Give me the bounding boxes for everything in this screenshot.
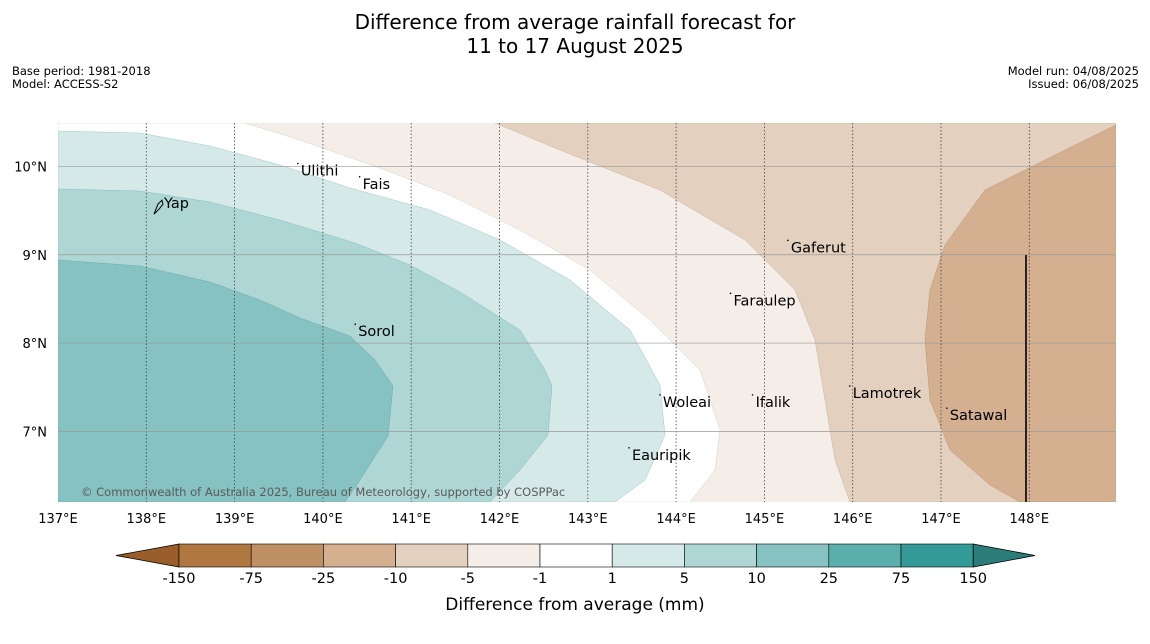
issued-text: Issued: 06/08/2025 (1028, 77, 1139, 91)
meta-left: Base period: 1981-2018 Model: ACCESS-S2 (12, 65, 151, 91)
colorbar-label: -1 (533, 571, 547, 587)
place-eauripik: Eauripik (628, 447, 691, 464)
island-dot-icon (946, 407, 948, 409)
place-gaferut: Gaferut (787, 239, 846, 256)
region-minus25-minus10 (924, 124, 1116, 502)
colorbar-label: -25 (312, 571, 336, 587)
place-label: Woleai (663, 395, 711, 411)
island-dot-icon (729, 292, 732, 295)
place-fais: Fais (358, 175, 390, 193)
place-faraulep: Faraulep (729, 292, 796, 309)
place-labels: Ulithi Fais Yap Gaferut Faraulep Sorol Lamotre… (153, 162, 1007, 464)
colorbar-label: -150 (163, 571, 196, 587)
lon-tick-label: 137°E (38, 512, 78, 527)
colorbar-extend-high (972, 543, 1036, 568)
colorbar-segment (611, 543, 685, 568)
island-dot-icon (628, 447, 630, 449)
lon-tick-label: 139°E (215, 512, 255, 527)
island-dot-icon (751, 394, 754, 396)
lon-tick-label: 148°E (1010, 512, 1050, 527)
island-dot-icon (297, 162, 299, 165)
island-dot-icon (659, 394, 661, 396)
place-label: Ifalik (756, 395, 791, 411)
colorbar-extend-low (115, 543, 180, 568)
lon-tick-label: 144°E (656, 512, 696, 527)
place-label: Gaferut (791, 240, 846, 256)
base-period-text: Base period: 1981-2018 (12, 64, 151, 78)
longitude-tick-labels: 137°E 138°E 139°E 140°E 141°E 142°E 143°E 144°E… (38, 512, 1049, 527)
colorbar-label: -10 (384, 571, 408, 587)
island-dot-icon (787, 239, 789, 242)
copyright-text: © Commonwealth of Australia 2025, Bureau… (81, 485, 565, 499)
colorbar-segment (828, 543, 902, 568)
colorbar-segment (539, 543, 613, 568)
meta-right: Model run: 04/08/2025 Issued: 06/08/2025 (1008, 65, 1139, 91)
place-sorol: Sorol (354, 323, 395, 340)
lon-tick-label: 138°E (127, 512, 167, 527)
place-ulithi: Ulithi (297, 162, 339, 180)
place-satawal: Satawal (946, 407, 1007, 424)
lon-tick-label: 140°E (303, 512, 343, 527)
map-gridlines (58, 123, 1116, 502)
place-label: Sorol (358, 324, 395, 340)
colorbar-label: 75 (892, 571, 910, 587)
place-label: Eauripik (632, 448, 691, 464)
place-label: Satawal (950, 408, 1007, 424)
island-outline-icon (153, 199, 164, 215)
colorbar-label: 1 (608, 571, 617, 587)
lat-tick-label: 9°N (23, 249, 48, 264)
lon-tick-label: 145°E (745, 512, 785, 527)
lon-tick-label: 146°E (833, 512, 873, 527)
rainfall-regions: © Commonwealth of Australia 2025, Bureau… (58, 123, 1116, 502)
colorbar: -150 -75 -25 -10 -5 -1 1 5 10 25 75 150 (115, 543, 1036, 587)
colorbar-segment (178, 543, 252, 568)
region-10-25 (58, 259, 394, 502)
chart-title: Difference from average rainfall forecas… (0, 10, 1150, 58)
colorbar-segment (250, 543, 324, 568)
place-lamotrek: Lamotrek (848, 385, 922, 402)
island-dot-icon (848, 385, 851, 387)
lat-tick-label: 10°N (14, 160, 47, 175)
colorbar-segment (323, 543, 396, 568)
colorbar-segment (395, 543, 469, 568)
colorbar-label: -75 (239, 571, 263, 587)
colorbar-segment (756, 543, 830, 568)
title-line-1: Difference from average rainfall forecas… (354, 10, 796, 34)
place-yap: Yap (153, 196, 189, 215)
place-label: Yap (163, 196, 189, 212)
lat-tick-label: 8°N (23, 337, 48, 352)
place-label: Faraulep (733, 293, 795, 309)
colorbar-label: 25 (820, 571, 838, 587)
place-label: Ulithi (301, 164, 339, 180)
colorbar-segment (900, 543, 974, 568)
model-text: Model: ACCESS-S2 (12, 77, 119, 91)
colorbar-label: 10 (747, 571, 765, 587)
colorbar-label: 5 (680, 571, 689, 587)
place-label: Fais (363, 177, 390, 193)
model-run-text: Model run: 04/08/2025 (1007, 64, 1139, 78)
place-ifalik: Ifalik (751, 394, 791, 411)
island-dot-icon (358, 175, 361, 178)
place-label: Lamotrek (853, 386, 922, 402)
colorbar-label: -5 (461, 571, 475, 587)
place-woleai: Woleai (659, 394, 711, 411)
island-dot-icon (354, 323, 357, 326)
latitude-tick-labels: 10°N 9°N 8°N 7°N (14, 160, 47, 440)
title-line-2: 11 to 17 August 2025 (466, 34, 684, 58)
colorbar-label: 150 (959, 571, 987, 587)
colorbar-title: Difference from average (mm) (445, 595, 704, 615)
lon-tick-label: 143°E (568, 512, 608, 527)
lon-tick-label: 147°E (921, 512, 961, 527)
colorbar-segment (684, 543, 757, 568)
colorbar-segment (467, 543, 541, 568)
lat-tick-label: 7°N (23, 425, 48, 440)
lon-tick-label: 141°E (391, 512, 431, 527)
lon-tick-label: 142°E (480, 512, 520, 527)
